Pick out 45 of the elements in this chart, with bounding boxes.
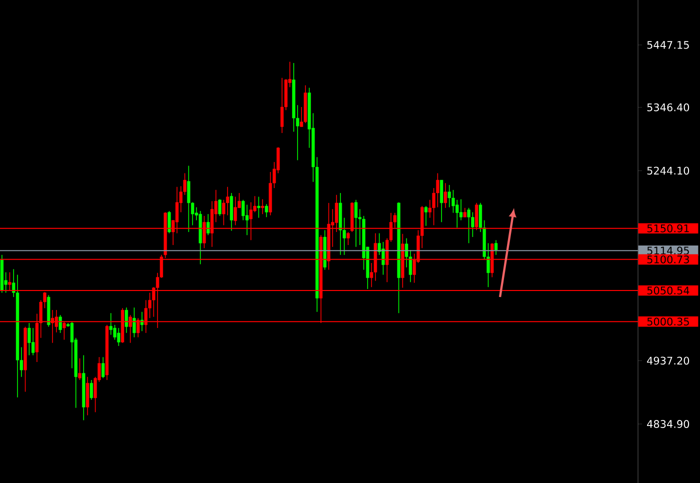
candlestick bbox=[102, 356, 105, 379]
y-tick-label: 5244.10 bbox=[647, 166, 690, 175]
candlestick bbox=[467, 207, 470, 244]
candlestick bbox=[346, 232, 350, 246]
ref-line-label: 5050.54 bbox=[647, 286, 690, 294]
candlestick bbox=[124, 307, 128, 334]
y-tick-label: 5346.40 bbox=[647, 103, 690, 112]
candlestick bbox=[226, 186, 230, 216]
candlestick bbox=[78, 358, 82, 380]
candlestick bbox=[218, 198, 222, 216]
candlestick bbox=[463, 207, 466, 218]
ref-line-label: 5114.95 bbox=[647, 246, 689, 255]
candlestick bbox=[28, 322, 31, 356]
candlestick bbox=[471, 212, 474, 238]
ref-line-label: 5100.73 bbox=[647, 255, 689, 264]
candlestick bbox=[448, 184, 451, 208]
candlestick bbox=[31, 328, 35, 356]
y-tick-label: 4937.20 bbox=[647, 356, 690, 365]
candlestick bbox=[436, 172, 440, 208]
candlestick bbox=[206, 214, 210, 236]
candlestick bbox=[168, 210, 171, 234]
y-tick-label: 5447.15 bbox=[647, 41, 689, 49]
candlestick bbox=[382, 242, 385, 276]
candlestick bbox=[257, 196, 260, 218]
candlestick bbox=[280, 77, 284, 134]
candlestick bbox=[494, 240, 498, 256]
candlestick bbox=[132, 307, 136, 338]
candlestick bbox=[424, 206, 428, 226]
candlestick bbox=[140, 311, 144, 332]
ref-line-label: 5150.91 bbox=[647, 224, 689, 232]
candlestick bbox=[440, 180, 444, 223]
candlestick bbox=[117, 328, 120, 346]
candlestick bbox=[444, 182, 448, 208]
candlestick bbox=[456, 199, 459, 228]
candlestick bbox=[109, 312, 112, 336]
y-tick-label: 4834.90 bbox=[647, 420, 690, 428]
candlestick bbox=[354, 199, 358, 248]
candlestick bbox=[245, 204, 249, 236]
candlestick bbox=[264, 204, 268, 218]
candlestick bbox=[187, 165, 190, 232]
candlestick bbox=[261, 198, 264, 214]
candlestick bbox=[234, 196, 237, 226]
ref-line-label: 5000.35 bbox=[647, 318, 689, 326]
candlestick bbox=[90, 380, 93, 400]
candlestick bbox=[58, 314, 62, 334]
